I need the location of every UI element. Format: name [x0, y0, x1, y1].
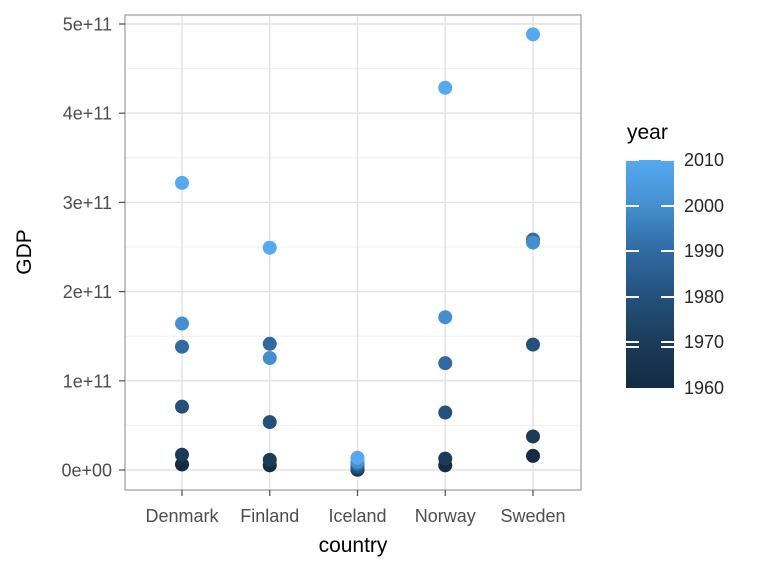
point-finland-2010 — [262, 240, 277, 255]
legend-label-1990: 1990 — [684, 241, 725, 262]
point-norway-1990 — [438, 356, 453, 371]
point-finland-1990 — [262, 336, 277, 351]
panel-border — [124, 14, 582, 491]
legend-title: year — [627, 121, 668, 144]
legend-tick — [626, 159, 639, 161]
legend: year 2010 2000 1990 1980 1970 1960 — [626, 121, 768, 411]
point-denmark-1970 — [175, 447, 189, 462]
point-sweden-1960 — [526, 448, 540, 463]
legend-tick — [661, 204, 674, 207]
point-denmark-1990 — [175, 339, 189, 354]
panel-background — [125, 15, 581, 490]
point-sweden-1980 — [526, 337, 540, 352]
y-tick-label: 4e+11 — [63, 104, 112, 124]
point-norway-1970 — [438, 451, 453, 466]
legend-tick — [661, 159, 674, 161]
point-finland-1970 — [262, 452, 277, 467]
legend-tick — [626, 250, 639, 253]
x-tick-label-sweden: Sweden — [500, 506, 565, 526]
point-finland-1980 — [262, 415, 277, 430]
point-finland-2000 — [262, 351, 277, 366]
point-norway-1980 — [438, 405, 453, 420]
legend-tick — [661, 341, 674, 344]
legend-label-1970: 1970 — [684, 332, 725, 353]
legend-tick — [626, 346, 639, 348]
y-tick-label: 0e+00 — [61, 461, 112, 481]
x-tick-label-norway: Norway — [415, 506, 476, 526]
point-denmark-1960 — [175, 457, 189, 472]
x-tick-label-finland: Finland — [240, 506, 299, 526]
legend-label-2000: 2000 — [684, 195, 725, 216]
point-denmark-2010 — [175, 175, 189, 190]
point-sweden-2010 — [526, 27, 540, 42]
legend-label-1980: 1980 — [684, 286, 725, 307]
x-axis-title: country — [318, 534, 388, 557]
legend-tick — [661, 295, 674, 298]
point-denmark-1980 — [175, 399, 189, 414]
legend-tick — [626, 341, 639, 344]
y-tick-label: 3e+11 — [63, 193, 112, 213]
legend-tick — [661, 346, 674, 348]
x-tick-label-denmark: Denmark — [145, 506, 219, 526]
legend-colorbar — [626, 160, 674, 388]
point-sweden-1970 — [526, 429, 540, 444]
legend-tick — [626, 295, 639, 298]
legend-tick — [626, 204, 639, 207]
y-tick-label: 1e+11 — [63, 371, 112, 391]
point-norway-2010 — [438, 80, 453, 95]
legend-tick — [661, 250, 674, 253]
point-norway-2000 — [438, 310, 453, 325]
y-axis-title: GDP — [13, 229, 36, 275]
y-tick-label: 2e+11 — [63, 282, 112, 302]
point-sweden-2000 — [526, 235, 540, 250]
x-tick-label-iceland: Iceland — [328, 506, 386, 526]
legend-label-2010: 2010 — [684, 150, 725, 170]
point-denmark-2000 — [175, 316, 189, 331]
y-tick-label: 5e+11 — [63, 15, 112, 35]
legend-label-1960: 1960 — [684, 378, 725, 398]
point-iceland-2010 — [350, 450, 365, 465]
